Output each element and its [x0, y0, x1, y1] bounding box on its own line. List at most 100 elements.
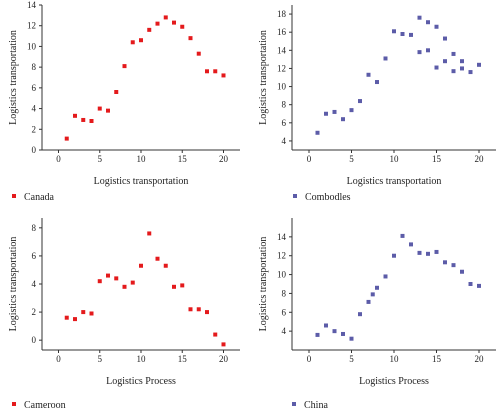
data-point: [64, 136, 69, 141]
y-tick-label: 4: [282, 136, 287, 146]
data-point: [163, 15, 168, 20]
data-point: [221, 73, 226, 78]
data-point: [426, 20, 430, 25]
data-point: [89, 311, 94, 316]
data-point: [97, 106, 102, 111]
y-tick-label: 0: [32, 335, 37, 345]
y-tick-label: 18: [277, 9, 287, 19]
chart-panel-3: 0 5 10 15 20 0 2 4 6 8 Logistics Process Logistics …: [8, 218, 240, 411]
x-tick-label: 20: [219, 154, 229, 164]
data-point: [324, 323, 328, 328]
data-point: [349, 336, 354, 341]
data-point: [64, 315, 69, 320]
data-point: [477, 283, 481, 288]
data-point: [443, 36, 447, 41]
data-point: [366, 299, 371, 304]
x-tick-label: 0: [307, 354, 312, 364]
x-tick-label: 20: [475, 354, 485, 364]
data-point: [205, 310, 209, 315]
data-point: [73, 317, 77, 322]
data-point: [451, 263, 456, 268]
data-point: [460, 269, 464, 274]
x-tick-label: 5: [98, 154, 103, 164]
legend-label: Canada: [24, 192, 55, 203]
data-point: [443, 260, 447, 265]
x-tick-label: 10: [390, 154, 400, 164]
x-tick-label: 5: [349, 354, 354, 364]
data-point: [221, 342, 226, 347]
x-tick-label: 20: [475, 154, 485, 164]
data-point: [324, 111, 328, 116]
data-point: [434, 65, 439, 70]
data-point: [122, 284, 127, 289]
chart-panel-2: 0 5 10 15 20 4 6 8 10 12 14 16 18 Logistics transport…: [258, 5, 496, 203]
x-tick-label: 5: [98, 354, 103, 364]
legend-label: Cameroon: [24, 400, 66, 411]
data-point: [188, 307, 193, 312]
data-point: [468, 282, 473, 286]
data-point: [213, 69, 218, 74]
y-tick-label: 4: [282, 326, 287, 336]
data-point: [400, 233, 405, 238]
legend-marker: [12, 402, 16, 406]
data-point: [315, 130, 320, 135]
y-tick-label: 16: [277, 27, 287, 37]
y-tick-label: 2: [32, 124, 37, 134]
data-point: [89, 119, 94, 123]
data-point: [106, 273, 110, 278]
legend-label: China: [304, 400, 328, 411]
data-point: [172, 20, 176, 25]
y-tick-label: 14: [27, 0, 37, 10]
data-point: [147, 231, 152, 236]
legend-marker: [293, 194, 297, 198]
data-point: [358, 99, 362, 104]
data-point: [180, 24, 185, 29]
x-tick-label: 20: [219, 354, 229, 364]
data-point: [97, 279, 102, 284]
data-point: [114, 90, 119, 94]
data-point: [73, 113, 77, 118]
data-point: [375, 285, 379, 290]
data-point: [451, 69, 456, 74]
data-point: [147, 27, 152, 32]
data-point: [315, 332, 320, 337]
data-point: [417, 15, 422, 20]
data-point: [426, 251, 430, 256]
data-point: [409, 32, 413, 37]
data-point: [163, 263, 168, 268]
y-tick-label: 6: [282, 118, 287, 128]
y-axis-title: Logistics transportation: [8, 237, 19, 332]
data-point: [130, 40, 135, 45]
data-point: [196, 307, 201, 312]
data-point: [370, 292, 375, 297]
data-point: [392, 29, 396, 34]
data-point: [172, 284, 176, 289]
data-point: [81, 310, 86, 315]
data-point: [213, 332, 218, 337]
y-tick-label: 2: [32, 307, 37, 317]
y-tick-label: 10: [277, 82, 287, 92]
data-point: [349, 108, 354, 113]
y-tick-label: 8: [282, 100, 287, 110]
data-point: [196, 51, 201, 56]
data-point: [366, 72, 371, 77]
data-point: [460, 59, 464, 64]
y-tick-label: 12: [277, 251, 286, 261]
data-point: [155, 21, 160, 26]
y-tick-label: 14: [277, 232, 287, 242]
y-axis-title: Logistics transportation: [258, 237, 269, 332]
x-tick-label: 10: [137, 354, 147, 364]
data-point: [468, 70, 473, 75]
y-tick-label: 6: [32, 251, 37, 261]
data-point: [139, 38, 143, 43]
x-tick-label: 15: [432, 154, 442, 164]
data-point: [341, 331, 345, 336]
x-tick-label: 15: [178, 154, 188, 164]
y-tick-label: 6: [32, 83, 37, 93]
legend-label: Combodles: [305, 192, 351, 203]
data-point: [383, 274, 388, 279]
x-tick-label: 10: [390, 354, 400, 364]
y-tick-label: 4: [32, 104, 37, 114]
data-point: [434, 249, 439, 254]
x-tick-label: 0: [56, 354, 61, 364]
